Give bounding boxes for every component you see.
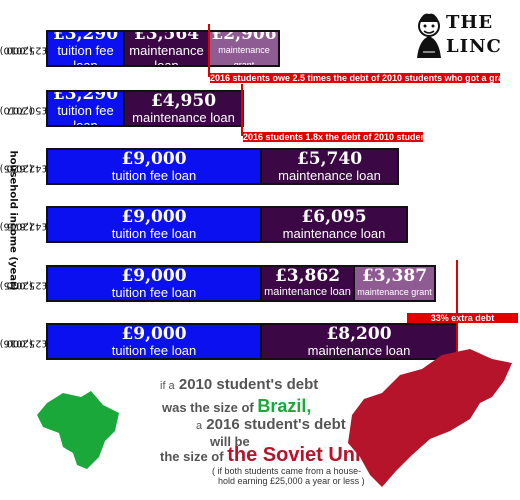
bar-tuition-fee-loan: £9,000 tuition fee loan [46,323,262,360]
comparison-text-4: will be [210,434,250,449]
footnote-line-2: hold earning £25,000 a year or less [218,476,360,486]
bar-maintenance-loan: £8,200 maintenance loan [262,323,458,360]
bar-tuition-fee-loan: £9,000 tuition fee loan [46,265,262,302]
bar-amount: £2,906 [211,30,277,44]
brand-name-line1: THE [446,12,494,33]
bar-label: tuition fee loan [111,226,197,241]
bar-label: maintenance loan [264,286,351,298]
bar-row: £9,000 tuition fee loan £8,200 maintenan… [46,323,458,360]
row-year: (2016) [0,220,34,232]
row-label: £50,707 (2010) [0,90,48,130]
row-year: (2015) [0,279,34,291]
brand-name-line2: LINC [446,36,502,57]
bar-label: maintenance grant [218,44,270,67]
bar-row: £3,290 tuition fee loan £4,950 maintenan… [46,90,244,127]
bar-amount: £6,095 [301,207,367,227]
comparison-text-2: was the size of [162,400,254,415]
bar-amount: £3,290 [52,30,119,44]
bar-amount: £5,740 [296,149,363,169]
bar-maintenance-grant: £2,906 maintenance grant [210,30,280,67]
comparison-prefix-2: a [196,420,203,432]
bar-amount: £3,564 [133,30,200,44]
bar-amount: £9,000 [121,266,187,286]
row-label: £42,620 (2015) [0,148,48,188]
bar-label: maintenance loan [132,110,235,125]
bar-maintenance-loan: £4,950 maintenance loan [125,90,244,127]
bar-amount: £9,000 [121,149,187,169]
bar-label: maintenance loan [129,42,204,67]
bar-tuition-fee-loan: £3,290 tuition fee loan [46,90,125,127]
annotation-line [208,24,210,77]
bar-maintenance-loan: £3,564 maintenance loan [125,30,210,67]
bar-maintenance-grant: £3,387 maintenance grant [355,265,436,302]
bar-maintenance-loan: £3,862 maintenance loan [262,265,355,302]
annotation-1-8x: 2016 students 1.8x the debt of 2010 stud… [243,132,435,142]
annotation-2-5x: 2016 students owe 2.5 times the debt of … [210,73,512,83]
bar-tuition-fee-loan: £9,000 tuition fee loan [46,148,262,185]
comparison-line-5: the size of the Soviet Union [160,444,385,467]
bar-amount: £3,387 [361,266,428,286]
comparison-line-1: if a 2010 student's debt [160,376,318,393]
bar-amount: £9,000 [121,324,187,344]
bust-logo-icon [417,13,441,58]
bar-tuition-fee-loan: £9,000 tuition fee loan [46,206,262,243]
comparison-brazil: Brazil, [257,396,312,416]
bar-tuition-fee-loan: £3,290 tuition fee loan [46,30,125,67]
row-label: £25,000 (2015) [0,265,48,305]
bar-amount: £3,290 [52,90,119,104]
row-year: (2010) [0,44,34,56]
footnote-line-1: if both students came from a house- [217,466,362,476]
bar-maintenance-loan: £6,095 maintenance loan [262,206,408,243]
brazil-map [37,391,119,469]
row-year: (2016) [0,337,34,349]
bar-label: maintenance loan [278,168,381,183]
bar-label: tuition fee loan [111,343,197,358]
comparison-line-4: will be [210,434,250,449]
row-label: £42,875 (2016) [0,206,48,246]
row-year: (2015) [0,162,34,174]
comparison-text-5: the size of [160,449,224,464]
comparison-footnote: ( if both students came from a house- ho… [212,466,365,486]
soviet-union-map [348,349,512,487]
comparison-prefix-1: if a [160,380,175,392]
bar-amount: £3,862 [274,266,341,286]
bar-amount: £9,000 [121,207,187,227]
bar-maintenance-loan: £5,740 maintenance loan [262,148,399,185]
bar-label: tuition fee loan [111,168,197,183]
row-label: £25,000 (2016) [0,323,48,363]
annotation-33-percent: 33% extra debt [407,313,518,323]
bar-row: £3,290 tuition fee loan £3,564 maintenan… [46,30,280,67]
bar-row: £9,000 tuition fee loan £3,862 maintenan… [46,265,436,302]
comparison-text-3: 2016 student's debt [206,416,346,433]
comparison-line-3: a 2016 student's debt [196,416,346,433]
row-year: (2010) [0,104,34,116]
bar-row: £9,000 tuition fee loan £6,095 maintenan… [46,206,408,243]
row-label: £25,000 (2010) [0,30,48,70]
bar-amount: £8,200 [326,324,392,344]
comparison-line-2: was the size of Brazil, [162,396,311,417]
bar-label: tuition fee loan [57,102,114,127]
bar-label: tuition fee loan [111,285,197,300]
bar-label: maintenance grant [357,287,432,297]
bar-row: £9,000 tuition fee loan £5,740 maintenan… [46,148,399,185]
comparison-soviet-union: the Soviet Union [227,444,385,466]
bar-label: tuition fee loan [57,42,114,67]
comparison-text-1: 2010 student's debt [178,376,319,393]
bar-label: maintenance loan [307,343,411,358]
bar-label: maintenance loan [282,226,386,241]
annotation-line [241,84,243,136]
bar-amount: £4,950 [150,91,217,111]
